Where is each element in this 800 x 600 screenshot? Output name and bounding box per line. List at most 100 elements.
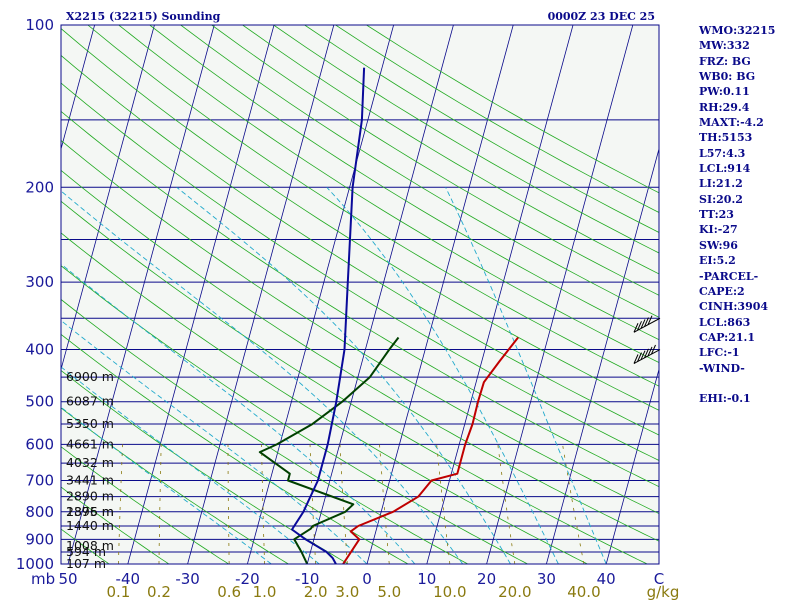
stat-item: LCL:863 xyxy=(699,315,751,329)
mixing-ratio-tick-label: 0.6 xyxy=(217,583,241,600)
dry-adiabat-line xyxy=(61,82,659,461)
valid-time: 0000Z 23 DEC 25 xyxy=(548,10,655,23)
parcel-profile-line xyxy=(291,67,366,564)
dry-adiabat-line xyxy=(180,25,659,318)
stat-item: TT:23 xyxy=(699,208,734,222)
stat-item: TH:5153 xyxy=(699,131,753,145)
station-title: X2215 (32215) Sounding xyxy=(66,10,221,23)
temperature-tick-label: -30 xyxy=(175,570,200,588)
mixing-ratio-tick-label: 20.0 xyxy=(498,583,531,600)
temperature-unit-label: C xyxy=(654,570,664,588)
height-label: 1895 m xyxy=(66,504,114,519)
dry-adiabat-line xyxy=(61,110,659,488)
stat-item: WMO:32215 xyxy=(699,24,776,37)
temperature-tick-label: -20 xyxy=(235,570,260,588)
pressure-tick-label: 300 xyxy=(25,273,54,291)
dewpoint-profile-line xyxy=(258,336,400,564)
moist-adiabat-line xyxy=(61,263,416,564)
temperature-tick-label: 30 xyxy=(537,570,556,588)
stat-item: -WIND- xyxy=(699,361,745,375)
isotherm-line xyxy=(187,25,335,564)
stat-item: MW:332 xyxy=(699,39,750,53)
pressure-tick-label: 500 xyxy=(25,393,54,411)
dry-adiabat-line xyxy=(61,139,659,514)
isotherm-line xyxy=(306,25,454,564)
dry-adiabat-line xyxy=(61,200,648,564)
height-label: 1008 m xyxy=(66,538,114,553)
mixing-ratio-tick-label: 3.0 xyxy=(335,583,359,600)
dry-adiabat-line xyxy=(61,265,528,564)
pressure-tick-label: 600 xyxy=(25,435,54,453)
isotherm-line xyxy=(426,25,574,564)
dry-adiabat-line xyxy=(61,169,659,542)
isotherm-line xyxy=(546,147,659,564)
stats-panel: WMO:32215 MW:332 FRZ: BG WB0: BG PW:0.11 RH:2… xyxy=(699,23,799,407)
height-label: 4032 m xyxy=(66,455,114,470)
isotherm-line xyxy=(486,25,634,564)
stat-item: MAXT:-4.2 xyxy=(699,116,764,130)
plot-frame xyxy=(60,24,660,565)
dry-adiabat-line xyxy=(273,25,659,254)
height-label: 107 m xyxy=(66,556,106,571)
temperature-tick-label: 20 xyxy=(477,570,496,588)
height-label: 6900 m xyxy=(66,369,114,384)
dry-adiabat-line xyxy=(118,25,659,364)
stat-item: LI:21.2 xyxy=(699,177,743,191)
mixing-ratio-tick-label: 10.0 xyxy=(433,583,466,600)
moist-adiabat-line xyxy=(61,406,272,564)
temperature-profile-line xyxy=(342,336,519,564)
pressure-tick-label: 900 xyxy=(25,530,54,548)
moist-adiabat-line xyxy=(61,190,464,564)
height-label: 3441 m xyxy=(66,473,114,488)
pressure-unit-label: mb xyxy=(31,570,55,588)
stat-item: FRZ: BG xyxy=(699,54,751,68)
temperature-tick-label: 50 xyxy=(58,570,77,588)
dry-adiabat-line xyxy=(61,232,588,564)
moist-adiabat-line xyxy=(326,186,559,564)
stat-item: L57:4.3 xyxy=(699,146,746,160)
wind-barb-icon xyxy=(633,315,661,333)
pressure-tick-label: 200 xyxy=(25,178,54,196)
dry-adiabat-line xyxy=(149,25,659,341)
height-label: 2890 m xyxy=(66,489,114,504)
isotherm-line xyxy=(247,25,395,564)
stat-item: LCL:914 xyxy=(699,162,751,176)
stat-item: SI:20.2 xyxy=(699,192,743,206)
pressure-tick-label: 100 xyxy=(25,16,54,34)
stat-item xyxy=(699,376,799,391)
moist-adiabat-line xyxy=(445,187,607,564)
mixing-ratio-tick-label: 1.0 xyxy=(253,583,277,600)
mixing-ratio-tick-label: 5.0 xyxy=(377,583,401,600)
stat-item: EHI:-0.1 xyxy=(699,392,751,406)
dry-adiabat-line xyxy=(61,446,229,564)
dry-adiabat-line xyxy=(61,369,349,564)
dry-adiabat-line xyxy=(61,486,170,564)
mixing-ratio-unit-label: g/kg xyxy=(647,583,680,600)
stat-item: -PARCEL- xyxy=(699,269,759,283)
height-label: 2376 m xyxy=(66,504,114,519)
moist-adiabat-line xyxy=(176,186,511,564)
moist-adiabat-line xyxy=(61,319,368,564)
stat-item: CINH:3904 xyxy=(699,300,769,314)
stat-item: LFC:-1 xyxy=(699,346,740,360)
stat-item: EI:5.2 xyxy=(699,254,736,268)
height-label: 6087 m xyxy=(66,394,114,409)
dry-adiabat-line xyxy=(242,25,659,275)
height-label: 5350 m xyxy=(66,416,114,431)
isotherm-line xyxy=(61,25,96,151)
stat-item: CAP:21.1 xyxy=(699,330,756,344)
temperature-tick-label: 10 xyxy=(417,570,436,588)
pressure-tick-label: 1000 xyxy=(16,555,54,573)
temperature-tick-label: -40 xyxy=(116,570,141,588)
height-label: 1440 m xyxy=(66,518,114,533)
temperature-tick-label: -10 xyxy=(295,570,320,588)
stat-item: KI:-27 xyxy=(699,223,738,237)
pressure-tick-label: 400 xyxy=(25,341,54,359)
stat-item: CAPE:2 xyxy=(699,284,745,298)
dry-adiabat-line xyxy=(61,333,409,564)
stat-item: SW:96 xyxy=(699,238,738,252)
dry-adiabat-line xyxy=(211,25,659,296)
pressure-tick-label: 700 xyxy=(25,472,54,490)
mixing-ratio-tick-label: 2.0 xyxy=(304,583,328,600)
